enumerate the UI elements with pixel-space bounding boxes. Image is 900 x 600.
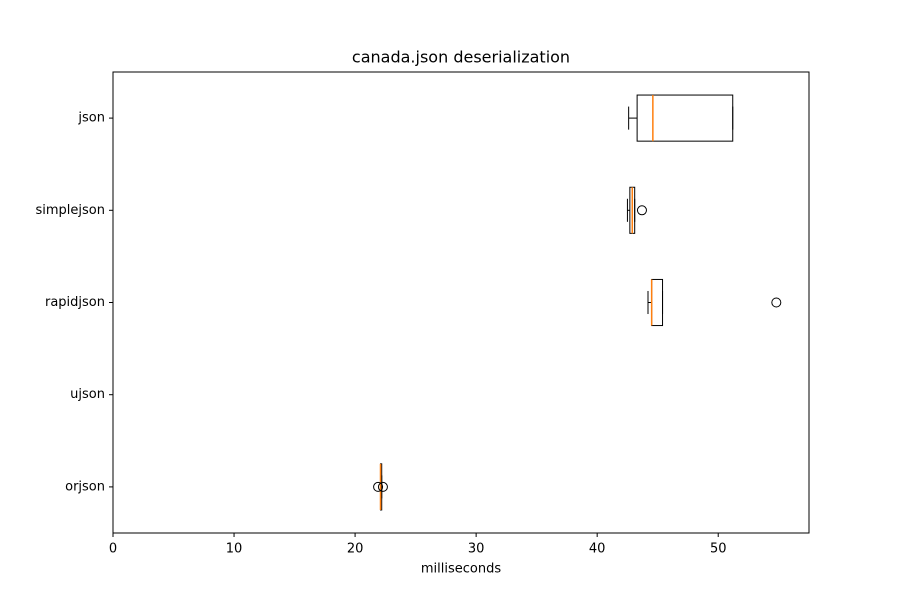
outlier [771,297,782,308]
outlier [377,481,388,492]
box [636,94,734,142]
y-tick-label: rapidjson [45,295,105,310]
x-axis-label: milliseconds [421,562,501,577]
y-tick-label: orjson [65,479,105,494]
x-tick-label: 20 [347,542,364,557]
x-tick-label: 0 [109,542,117,557]
x-tick-label: 40 [589,542,606,557]
y-tick-label: simplejson [36,203,106,218]
outlier [373,481,384,492]
y-tick-label: ujson [70,387,105,402]
x-tick-label: 30 [468,542,485,557]
chart-title: canada.json deserialization [352,48,570,67]
y-tick-label: json [77,111,105,126]
box [651,278,664,327]
x-tick-label: 10 [226,542,243,557]
outlier [636,205,647,216]
x-tick-label: 50 [710,542,727,557]
